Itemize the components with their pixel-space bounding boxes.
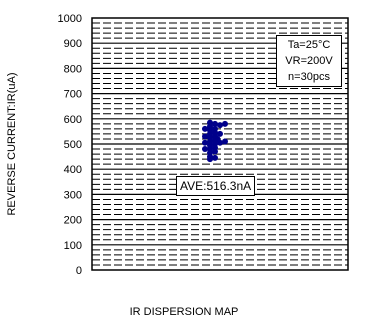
average-label: AVE:516.3nA (176, 176, 256, 196)
y-tick-label: 500 (64, 139, 82, 151)
data-point (222, 138, 228, 145)
y-tick-label: 300 (64, 189, 82, 201)
data-point (217, 130, 223, 137)
chart-title: IR DISPERSION MAP (129, 306, 239, 318)
y-axis-label: REVERSE CURRENT:IR(uA) (6, 72, 18, 215)
data-point (212, 120, 218, 127)
data-point (222, 120, 228, 127)
y-tick-label: 400 (64, 164, 82, 176)
y-tick-label: 800 (64, 63, 82, 75)
condition-sample-count: n=30pcs (288, 71, 330, 83)
data-point (212, 154, 218, 161)
data-point (202, 133, 208, 140)
y-tick-label: 1000 (58, 13, 82, 25)
conditions-box: Ta=25°C VR=200V n=30pcs (276, 35, 342, 87)
y-tick-label: 700 (64, 89, 82, 101)
data-point (207, 156, 213, 163)
y-tick-label: 200 (64, 215, 82, 227)
data-point (202, 139, 208, 146)
data-point (202, 146, 208, 153)
y-tick-label: 900 (64, 38, 82, 50)
data-point (212, 148, 218, 155)
data-point (202, 125, 208, 132)
data-point (214, 135, 221, 142)
data-point (217, 122, 223, 129)
y-tick-label: 0 (76, 265, 82, 277)
y-tick-label: 600 (64, 114, 82, 126)
condition-voltage: VR=200V (285, 55, 333, 67)
y-tick-label: 100 (64, 240, 82, 252)
condition-temperature: Ta=25°C (287, 39, 331, 51)
plot-frame (91, 17, 349, 271)
